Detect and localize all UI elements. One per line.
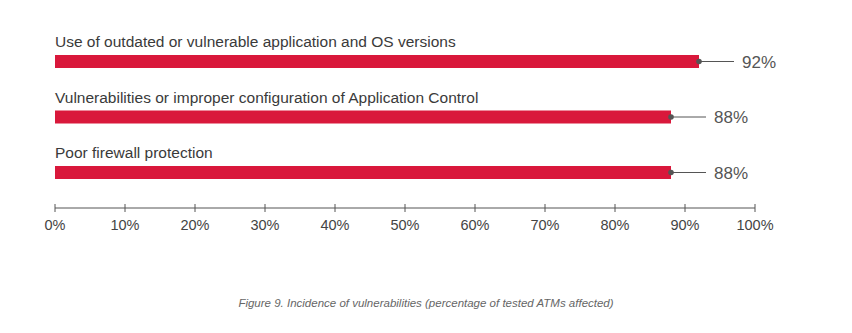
data-label: 92% [742,53,776,72]
labels: Use of outdated or vulnerable applicatio… [55,33,776,183]
tick [755,204,756,212]
data-label: 88% [714,164,748,183]
tick [335,204,336,212]
tick-label: 50% [390,217,419,233]
tick [475,204,476,212]
label-connector [671,117,706,118]
caption: Figure 9. Incidence of vulnerabilities (… [238,297,613,309]
tick [615,204,616,212]
tick [195,204,196,212]
tick-label: 90% [670,217,699,233]
tick-label: 70% [530,217,559,233]
tick [125,204,126,212]
x-axis: 0% 10% 20% 30% 40% 50% 60% 70% 80% 90% 100% [45,204,774,233]
value-dot [696,59,702,65]
tick [55,204,56,212]
chart: Use of outdated or vulnerable applicatio… [0,0,852,333]
tick-label: 0% [45,217,66,233]
bar [55,55,699,68]
tick [545,204,546,212]
tick-label: 30% [250,217,279,233]
tick-label: 80% [600,217,629,233]
tick-label: 100% [736,217,773,233]
bar [55,166,671,179]
data-label: 88% [714,108,748,127]
label-connector [699,61,734,62]
value-dot [668,114,674,120]
value-dot [668,170,674,176]
category-label: Poor firewall protection [55,144,213,161]
category-label: Use of outdated or vulnerable applicatio… [55,33,456,50]
tick-label: 60% [460,217,489,233]
tick [405,204,406,212]
category-label: Vulnerabilities or improper configuratio… [55,89,478,106]
tick-label: 20% [180,217,209,233]
tick [685,204,686,212]
tick-label: 40% [320,217,349,233]
tick-label: 10% [110,217,139,233]
bars [55,55,699,179]
tick [265,204,266,212]
bar [55,111,671,124]
label-connector [671,172,706,173]
